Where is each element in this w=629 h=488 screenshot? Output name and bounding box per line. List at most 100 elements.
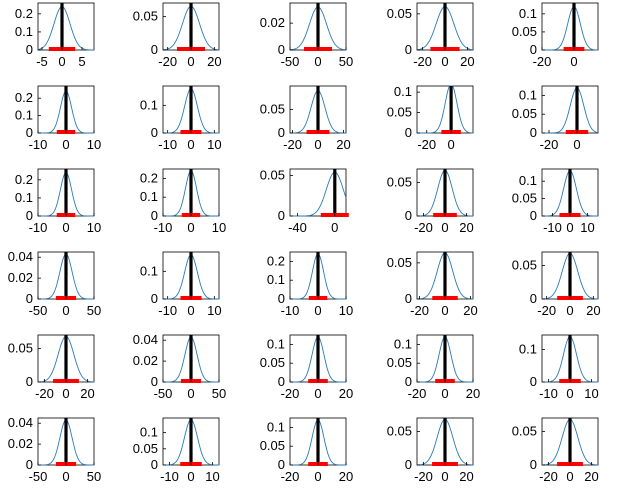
x-tick-label: -50 (281, 54, 300, 69)
y-tick-label: 0.1 (140, 97, 158, 112)
subplot-6-1: 00.020.04-50 0 50 (8, 415, 102, 484)
subplot-1-4: 00.05-20 0 20 (387, 2, 475, 69)
y-tick-label: 0 (26, 125, 33, 140)
x-tick-label: 10 (339, 303, 353, 318)
y-tick-label: 0 (405, 125, 412, 140)
axes-box (416, 85, 474, 134)
y-tick-label: 0 (26, 208, 33, 223)
subplot-3-1: 00.10.2-10 0 10 (15, 168, 101, 235)
y-tick-label: 0 (151, 125, 158, 140)
subplot-2-3: 00.05-20 0 20 (260, 85, 351, 152)
y-tick-label: 0 (278, 457, 285, 472)
subplot-3-4: 00.05-20 0 20 (387, 168, 474, 235)
y-tick-label: 0.05 (512, 24, 537, 39)
x-tick-label: 20 (463, 303, 477, 318)
x-tick-label: 0 (314, 303, 321, 318)
density-curve (542, 6, 599, 51)
y-tick-label: 0.05 (8, 340, 33, 355)
subplot-6-2: 00.050.1-10 0 10 (133, 417, 220, 484)
x-tick-label: 0 (570, 54, 577, 69)
y-tick-label: 0 (151, 457, 158, 472)
x-tick-label: 0 (314, 54, 321, 69)
subplot-4-1: 00.020.04-50 0 50 (8, 249, 102, 318)
y-tick-label: 0 (530, 125, 537, 140)
x-tick-label: -10 (543, 220, 562, 235)
y-tick-label: 0.1 (267, 336, 285, 351)
y-tick-label: 0.2 (15, 172, 33, 187)
y-tick-label: 0 (405, 374, 412, 389)
x-tick-label: -10 (29, 220, 48, 235)
y-tick-label: 0 (530, 291, 537, 306)
y-tick-label: 0 (151, 208, 158, 223)
x-tick-label: 20 (207, 54, 221, 69)
density-curve (542, 87, 599, 134)
subplot-1-5: 00.050.1-20 0 (512, 2, 599, 69)
y-tick-label: 0.1 (394, 84, 412, 99)
y-tick-label: 0.05 (387, 423, 412, 438)
subplot-3-3: 00.05-40 0 (260, 167, 349, 235)
x-tick-label: -10 (158, 137, 177, 152)
subplot-6-5: 00.05-20 0 20 (512, 417, 599, 484)
x-tick-label: -5 (36, 54, 48, 69)
subplot-4-4: 00.05-20 0 20 (387, 251, 478, 318)
y-tick-label: 0.05 (387, 6, 412, 21)
y-tick-label: 0 (26, 42, 33, 57)
x-tick-label: -20 (408, 386, 427, 401)
x-tick-label: 5 (78, 54, 85, 69)
y-tick-label: 0.1 (394, 336, 412, 351)
y-tick-label: 0.02 (260, 15, 285, 30)
x-tick-label: 0 (441, 220, 448, 235)
density-curve (290, 171, 347, 217)
y-tick-label: 0 (405, 208, 412, 223)
subplot-6-3: 00.050.1-20 0 20 (260, 417, 353, 484)
x-tick-label: 0 (566, 469, 573, 484)
x-tick-label: 10 (87, 137, 101, 152)
x-tick-label: -10 (158, 303, 177, 318)
y-tick-label: 0.1 (519, 342, 537, 357)
x-tick-label: 0 (187, 137, 194, 152)
y-tick-label: 0 (278, 374, 285, 389)
subplot-5-1: 00.05-20 0 20 (8, 334, 95, 401)
x-tick-label: 0 (566, 386, 573, 401)
y-tick-label: 0.1 (140, 189, 158, 204)
y-tick-label: 0 (26, 374, 33, 389)
x-tick-label: -20 (537, 303, 556, 318)
y-tick-label: 0 (405, 457, 412, 472)
x-tick-label: 10 (87, 220, 101, 235)
y-tick-label: 0.04 (8, 415, 33, 430)
y-tick-label: 0.02 (133, 353, 158, 368)
x-tick-label: 0 (566, 220, 573, 235)
axes-box (289, 168, 347, 217)
x-tick-label: -20 (539, 469, 558, 484)
x-tick-label: 20 (466, 386, 480, 401)
y-tick-label: 0 (278, 42, 285, 57)
x-tick-label: 0 (187, 303, 194, 318)
x-tick-label: -50 (29, 469, 48, 484)
x-tick-label: -10 (160, 469, 179, 484)
x-tick-label: -10 (281, 303, 300, 318)
subplot-4-5: 00.05-20 0 20 (512, 251, 601, 318)
y-tick-label: 0 (151, 291, 158, 306)
x-tick-label: 0 (58, 54, 65, 69)
x-tick-label: 0 (314, 386, 321, 401)
y-tick-label: 0.05 (387, 105, 412, 120)
x-tick-label: 0 (187, 386, 194, 401)
x-tick-label: -40 (288, 220, 307, 235)
y-tick-label: 0 (530, 42, 537, 57)
x-tick-label: -10 (154, 220, 173, 235)
x-tick-label: 0 (62, 137, 69, 152)
y-tick-label: 0.04 (133, 332, 158, 347)
y-tick-label: 0.1 (140, 263, 158, 278)
x-tick-label: 20 (459, 220, 473, 235)
y-tick-label: 0 (278, 208, 285, 223)
y-tick-label: 0.1 (140, 425, 158, 440)
x-tick-label: -50 (29, 303, 48, 318)
subplot-2-1: 00.10.2-10 0 10 (15, 85, 101, 152)
y-tick-label: 0 (26, 291, 33, 306)
subplot-5-3: 00.050.1-20 0 20 (260, 334, 353, 401)
y-tick-label: 0 (405, 42, 412, 57)
x-tick-label: 20 (339, 386, 353, 401)
y-tick-label: 0 (278, 125, 285, 140)
x-tick-label: 0 (62, 469, 69, 484)
y-tick-label: 0.02 (8, 270, 33, 285)
